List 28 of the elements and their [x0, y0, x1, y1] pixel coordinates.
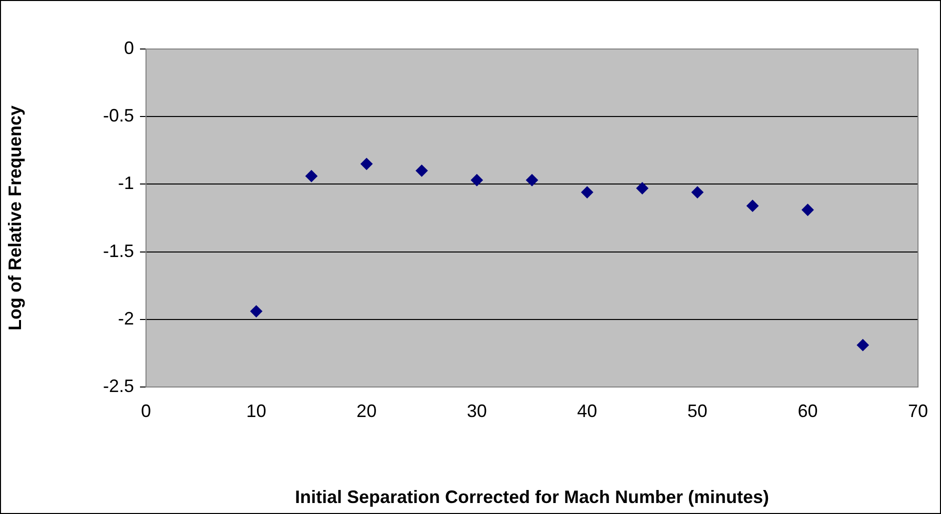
point — [250, 305, 262, 318]
point — [802, 204, 814, 216]
x-tick-label: 0 — [140, 400, 152, 421]
point — [691, 186, 704, 198]
y-tick-label: -1.5 — [102, 240, 134, 261]
x-tick-label: 10 — [246, 400, 266, 421]
point — [526, 174, 538, 186]
y-tick-label: 0 — [124, 38, 134, 58]
x-tick-label: 60 — [798, 400, 818, 421]
point — [360, 158, 373, 170]
x-tick-label: 40 — [577, 400, 598, 421]
point — [470, 174, 483, 186]
point — [636, 182, 648, 194]
y-tick-label: -1 — [118, 173, 134, 194]
x-tick-label: 20 — [356, 400, 377, 421]
x-tick-label: 30 — [466, 400, 487, 421]
point — [746, 200, 759, 212]
point — [416, 164, 428, 177]
x-tick-label: 50 — [687, 400, 708, 421]
y-tick-label: -2 — [118, 308, 134, 328]
point — [856, 339, 869, 352]
y-axis-title: Log of Relative Frequency — [4, 105, 25, 331]
point — [305, 170, 318, 182]
x-tick-label: 70 — [908, 400, 928, 421]
y-tick-label: -0.5 — [102, 106, 134, 126]
x-axis-title: Initial Separation Corrected for Mach Number (minutes) — [294, 487, 770, 508]
point — [581, 186, 594, 198]
y-tick-label: -2.5 — [102, 376, 134, 396]
